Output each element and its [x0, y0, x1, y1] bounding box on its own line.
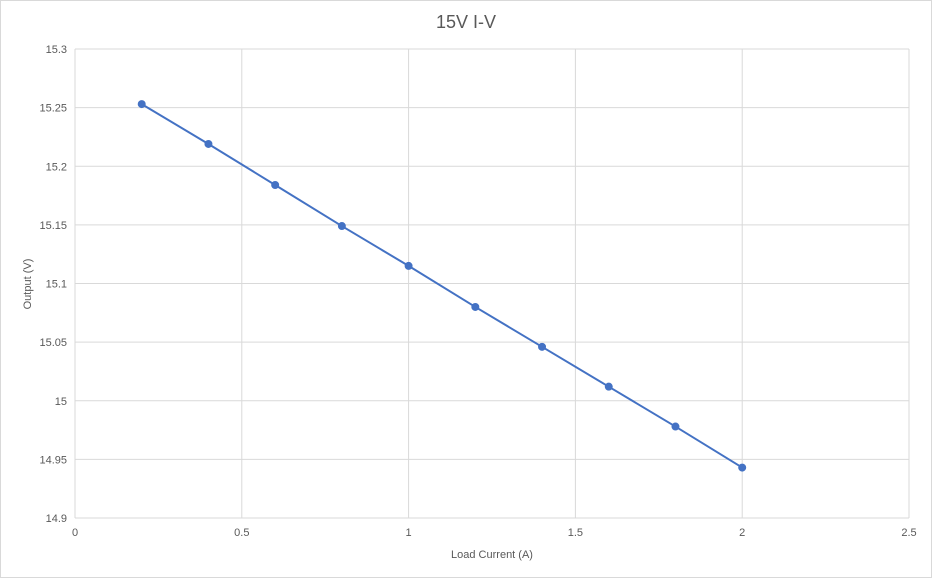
x-tick-label: 1.5: [568, 527, 583, 539]
x-axis-title: Load Current (A): [451, 549, 533, 561]
data-point: [271, 181, 280, 190]
y-tick-label: 14.9: [46, 513, 67, 525]
series-line: [141, 103, 743, 469]
y-tick-label: 15.25: [39, 103, 67, 115]
x-tick-label: 0: [72, 527, 78, 539]
data-point: [471, 302, 480, 311]
data-series: [137, 100, 747, 472]
data-point: [137, 100, 146, 109]
x-tick-label: 2: [739, 527, 745, 539]
y-tick-label: 15.1: [46, 279, 67, 291]
data-point: [738, 463, 747, 472]
y-tick-label: 15.3: [46, 44, 67, 56]
data-point: [538, 342, 547, 351]
data-point: [604, 382, 613, 391]
data-point: [404, 261, 413, 270]
y-tick-label: 15.05: [39, 337, 67, 349]
data-point: [671, 422, 680, 431]
y-tick-label: 15: [55, 396, 67, 408]
chart-title: 15V I-V: [436, 12, 496, 32]
y-axis-title: Output (V): [22, 259, 34, 310]
y-tick-label: 15.15: [39, 220, 67, 232]
gridlines: [74, 48, 910, 519]
data-point: [204, 139, 213, 148]
y-tick-label: 15.2: [46, 161, 67, 173]
y-tick-label: 14.95: [39, 454, 67, 466]
data-point: [337, 222, 346, 231]
tick-labels: 14.9 14.95 15 15.05 15.1 15.15 15.2 15.25 15.3 0 0…: [39, 44, 916, 539]
x-tick-label: 2.5: [901, 527, 916, 539]
x-tick-label: 0.5: [234, 527, 249, 539]
x-tick-label: 1: [406, 527, 412, 539]
